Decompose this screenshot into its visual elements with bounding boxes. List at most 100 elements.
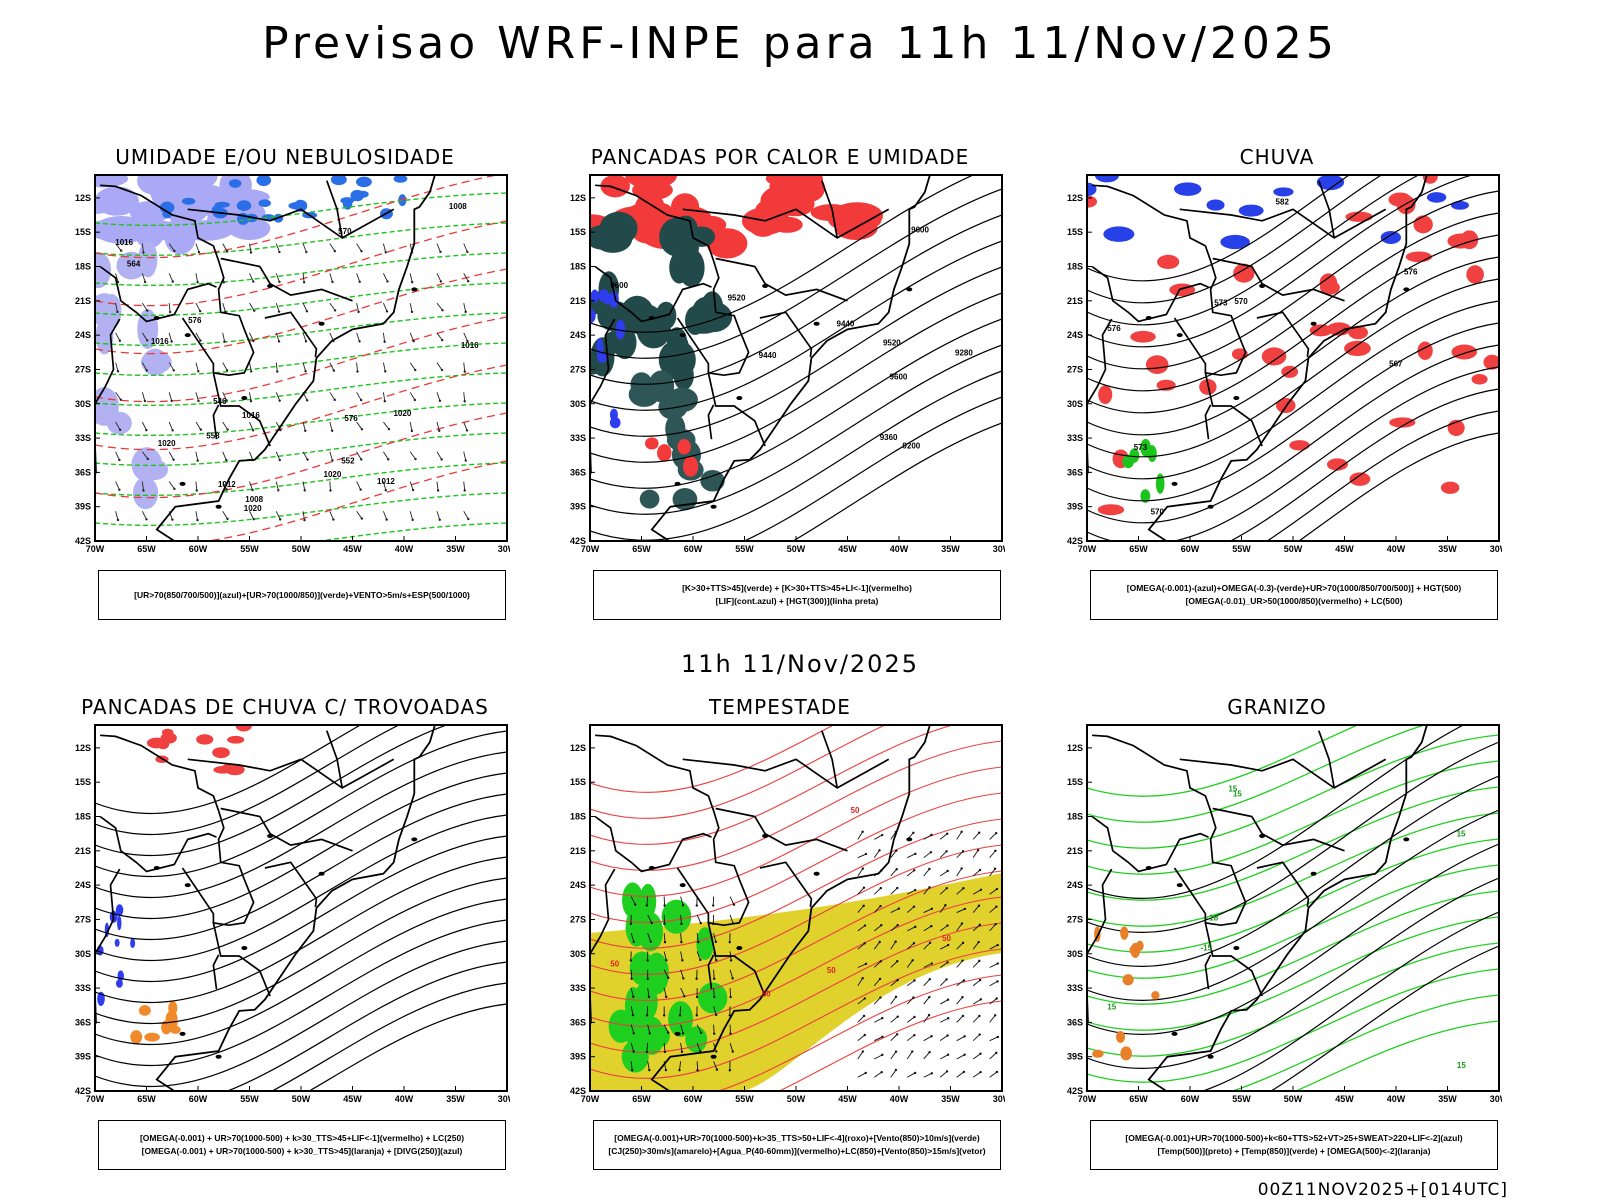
contour-label: 9600	[890, 372, 908, 381]
wind-vector-head	[277, 310, 281, 313]
heat-convection-red	[828, 208, 882, 232]
wind-vector	[222, 421, 228, 430]
wind-vector-head	[715, 958, 718, 962]
wind-vector	[874, 1036, 883, 1042]
lon-label: 45W	[343, 544, 362, 554]
wind-vector-head	[880, 924, 883, 927]
omega-area	[1206, 199, 1225, 211]
wind-vector-head	[864, 962, 868, 966]
contour-label: 9360	[880, 433, 898, 442]
wind-vector-head	[278, 458, 281, 462]
wind-vector-head	[303, 489, 306, 492]
humidity-contour	[95, 252, 507, 287]
contour-label: 50	[762, 990, 771, 999]
coastline	[95, 175, 436, 541]
wind-vector-head	[928, 995, 931, 999]
hgt-contour	[590, 266, 1002, 437]
wind-vector	[275, 511, 281, 520]
wind-vector	[115, 273, 119, 283]
wind-vector	[939, 1071, 948, 1078]
wind-vector	[857, 868, 864, 877]
wind-vector-head	[195, 489, 199, 492]
wind-vector	[647, 987, 650, 998]
country-border	[95, 868, 121, 1027]
lon-label: 50W	[1284, 544, 1303, 554]
thickness-contour	[95, 364, 507, 451]
contour-label: 576	[188, 316, 202, 325]
contour-label: 1012	[377, 477, 395, 486]
map-umidade: 1016 1020 1012 1012 1016 1008 1016 1020 1020 1016…	[75, 174, 510, 554]
wind-vector	[222, 481, 228, 490]
lat-label: 39S	[570, 1052, 586, 1062]
wind-vector-head	[896, 960, 899, 963]
wind-vector	[329, 511, 334, 520]
wind-vector	[906, 980, 915, 987]
country-border	[715, 257, 848, 302]
thunder-red	[212, 747, 230, 759]
lat-label: 18S	[75, 262, 91, 272]
thickness-contour	[95, 220, 507, 307]
wind-vector-head	[713, 995, 716, 999]
wind-vector-head	[332, 369, 336, 372]
streamline	[95, 793, 507, 941]
wind-vector-head	[695, 904, 698, 907]
contour-label: 558	[206, 431, 220, 440]
wind-vector-head	[946, 1034, 949, 1037]
lon-label: 70W	[86, 1094, 105, 1104]
humidity-core	[357, 190, 369, 198]
lake	[674, 481, 681, 486]
wind-vector	[906, 960, 914, 968]
wind-vector-head	[650, 921, 653, 925]
wind-vector-head	[331, 459, 334, 462]
wind-vector	[857, 905, 865, 913]
wind-vector-head	[712, 977, 716, 980]
wind-vector-head	[357, 310, 360, 314]
wind-vector	[857, 943, 865, 950]
wind-vector	[663, 1042, 666, 1052]
wind-vector-head	[439, 250, 442, 254]
lake	[813, 321, 820, 326]
wind-vector-head	[930, 962, 934, 965]
lake	[318, 871, 325, 876]
wind-vector	[436, 273, 442, 282]
wind-vector	[436, 302, 443, 311]
wind-vector-head	[861, 830, 864, 834]
wind-vector-head	[646, 959, 649, 962]
wind850-area	[661, 899, 692, 934]
wind-vector-head	[146, 339, 149, 342]
wind-vector	[873, 960, 882, 968]
divergence	[114, 938, 120, 947]
lat-label: 15S	[75, 777, 91, 787]
wind-vector	[222, 332, 226, 342]
hgt500-contour	[1087, 175, 1475, 348]
lat-label: 21S	[75, 296, 91, 306]
wind-vector-head	[946, 1053, 950, 1056]
wind-vector-head	[142, 489, 145, 492]
heat-convection-red	[657, 444, 672, 462]
wind-vector	[923, 851, 932, 859]
wind-vector	[329, 392, 336, 401]
heat-convection-green	[685, 305, 706, 335]
wind-vector-head	[928, 977, 932, 981]
temp850-contour	[1087, 864, 1499, 979]
contour-label: 15	[1107, 1003, 1116, 1012]
lon-label: 60W	[189, 1094, 208, 1104]
wind-vector	[249, 451, 254, 461]
lon-label: 70W	[581, 1094, 600, 1104]
wind-vector-head	[695, 1014, 698, 1017]
wind-vector-head	[911, 1050, 914, 1053]
wind-vector-head	[410, 280, 414, 284]
wind-vector-head	[978, 978, 982, 982]
wind-vector	[923, 1051, 930, 1060]
lon-label: 45W	[838, 1094, 857, 1104]
lat-label: 18S	[1067, 262, 1083, 272]
wind-vector-head	[913, 1071, 917, 1075]
humidity-area	[95, 188, 128, 214]
wind-vector-head	[695, 977, 698, 980]
wind-vector	[956, 868, 963, 877]
lat-label: 30S	[1067, 949, 1083, 959]
lon-label: 35W	[1438, 544, 1457, 554]
lat-label: 18S	[570, 812, 586, 822]
